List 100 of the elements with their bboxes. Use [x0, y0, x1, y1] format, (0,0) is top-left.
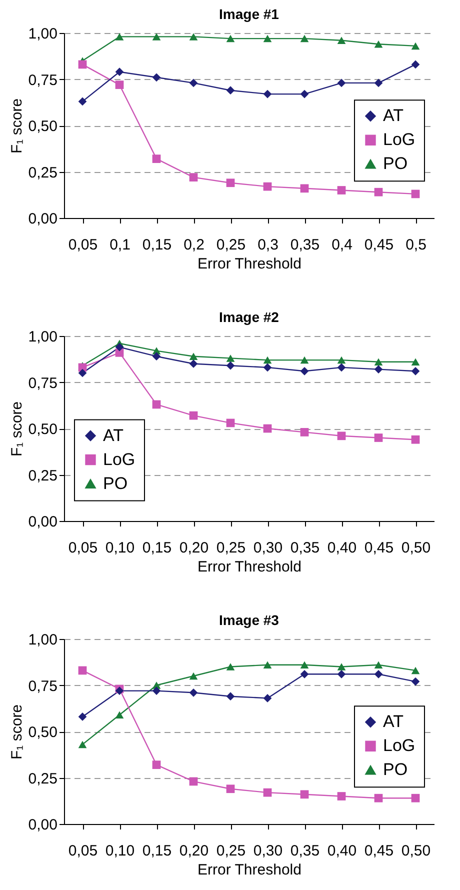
point	[300, 356, 309, 364]
point	[115, 33, 124, 40]
point	[189, 411, 198, 420]
y-tick-label: 0,25	[28, 467, 58, 484]
legend-label: PO	[383, 154, 408, 174]
point	[263, 788, 272, 797]
point	[411, 190, 420, 198]
chart-title: Image #1	[219, 6, 280, 22]
legend-label: PO	[383, 760, 408, 780]
point	[300, 184, 309, 193]
point	[78, 712, 87, 721]
point	[337, 36, 346, 44]
point	[189, 352, 198, 360]
point	[263, 424, 272, 433]
point	[263, 34, 272, 42]
x-tick-label: 0,40	[327, 842, 357, 860]
point	[152, 33, 161, 40]
x-tick-label: 0,30	[253, 842, 283, 860]
point	[152, 760, 161, 769]
legend-label: LoG	[103, 450, 136, 469]
x-tick-label: 0,50	[401, 540, 431, 556]
chart-title: Image #3	[219, 612, 280, 628]
y-tick-label: 0,25	[28, 770, 58, 788]
point	[78, 97, 87, 106]
x-tick-label: 0,05	[68, 540, 98, 556]
point	[263, 694, 272, 702]
y-tick-label: 1,00	[28, 632, 58, 648]
point	[337, 186, 346, 194]
point	[337, 363, 346, 372]
point	[374, 78, 383, 88]
legend-label: LoG	[383, 130, 416, 150]
y-axis-title: F₁ score	[8, 98, 26, 154]
point	[300, 670, 309, 678]
point	[115, 342, 124, 352]
point	[411, 666, 420, 674]
x-tick-label: 0,45	[364, 842, 394, 860]
point	[226, 354, 235, 362]
point	[411, 794, 420, 802]
point	[300, 366, 309, 376]
x-tick-label: 0,40	[327, 540, 357, 556]
point	[78, 368, 87, 378]
x-tick-label: 0,2	[184, 236, 204, 254]
point	[374, 40, 383, 48]
point	[374, 434, 383, 442]
y-tick-label: 0,50	[28, 421, 58, 438]
point	[337, 356, 346, 364]
point	[300, 428, 309, 436]
y-tick-label: 0,75	[28, 374, 58, 392]
x-tick-label: 0,15	[142, 236, 172, 254]
x-tick-label: 0,3	[258, 236, 278, 254]
x-axis-title: Error Threshold	[198, 558, 302, 576]
x-tick-label: 0,30	[253, 540, 283, 556]
x-tick-label: 0,15	[142, 540, 172, 556]
point	[189, 173, 198, 182]
point	[226, 178, 235, 188]
x-tick-label: 0,15	[142, 842, 172, 860]
point	[189, 777, 198, 786]
point	[374, 661, 383, 669]
point	[263, 661, 272, 669]
x-tick-label: 0,25	[216, 842, 246, 860]
point	[152, 352, 161, 361]
y-tick-label: 0,75	[28, 72, 58, 89]
point	[189, 360, 198, 368]
x-tick-label: 0,5	[406, 236, 426, 254]
point	[189, 33, 198, 40]
point	[411, 435, 420, 444]
point	[226, 663, 235, 670]
x-tick-label: 0,10	[105, 842, 135, 860]
point	[189, 78, 198, 88]
y-tick-label: 0,25	[28, 164, 58, 182]
point	[374, 794, 383, 802]
x-tick-label: 0,20	[179, 540, 209, 556]
x-tick-label: 0,35	[290, 842, 320, 860]
point	[411, 358, 420, 366]
point	[411, 60, 420, 69]
y-tick-label: 1,00	[28, 328, 58, 346]
point	[189, 672, 198, 680]
x-tick-label: 0,25	[216, 540, 246, 556]
point	[337, 792, 346, 800]
x-tick-label: 0,05	[68, 236, 98, 254]
point	[374, 670, 383, 678]
point	[337, 663, 346, 670]
legend-label: AT	[383, 712, 404, 732]
point	[374, 358, 383, 366]
y-tick-label: 0,75	[28, 678, 58, 695]
point	[78, 666, 87, 675]
y-tick-label: 0,50	[28, 724, 58, 741]
point	[152, 73, 161, 82]
point	[226, 418, 235, 428]
point	[337, 432, 346, 440]
x-axis-title: Error Threshold	[198, 256, 302, 272]
point	[152, 154, 161, 163]
point	[411, 366, 420, 376]
point	[226, 784, 235, 794]
x-tick-label: 0,45	[364, 540, 394, 556]
y-tick-label: 0,00	[28, 514, 58, 530]
point	[411, 42, 420, 50]
point	[78, 740, 87, 748]
point	[337, 670, 346, 678]
legend-label: AT	[103, 426, 124, 445]
